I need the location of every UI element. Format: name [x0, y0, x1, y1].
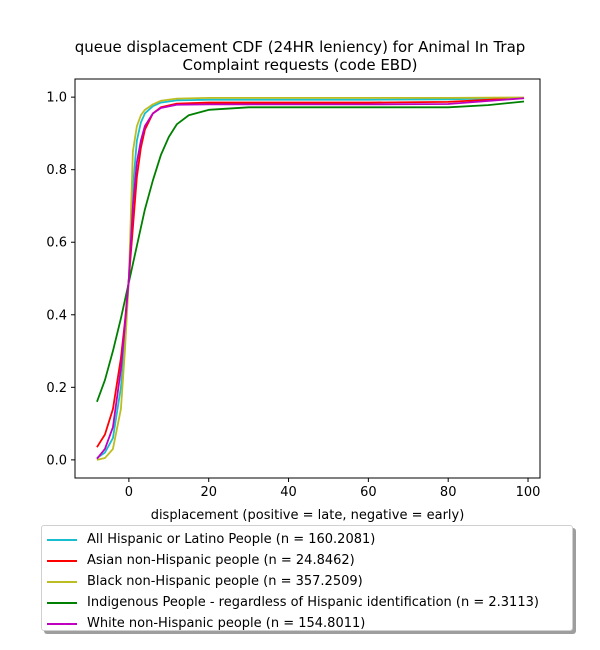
- x-tick-label: 40: [280, 485, 297, 500]
- y-tick-label: 0.0: [46, 453, 67, 468]
- legend-swatch: [47, 622, 77, 625]
- legend-item: Asian non-Hispanic people (n = 24.8462): [42, 550, 572, 571]
- series-line-1: [96, 96, 525, 459]
- series-line-4: [96, 100, 525, 403]
- y-tick-label: 0.4: [46, 308, 67, 323]
- series-line-5: [96, 97, 525, 460]
- chart-title-line-2: Complaint requests (code EBD): [182, 56, 418, 74]
- x-tick-label: 60: [360, 485, 377, 500]
- legend-label: Asian non-Hispanic people (n = 24.8462): [87, 553, 355, 568]
- x-tick-label: 20: [200, 485, 217, 500]
- y-tick-label: 0.2: [46, 381, 67, 396]
- x-tick-label: 0: [125, 485, 133, 500]
- legend-swatch: [47, 538, 77, 541]
- legend-swatch: [47, 580, 77, 583]
- x-tick-label: 80: [440, 485, 457, 500]
- legend-swatch: [47, 559, 77, 562]
- legend-label: All Hispanic or Latino People (n = 160.2…: [87, 532, 376, 547]
- chart-title-line-1: queue displacement CDF (24HR leniency) f…: [74, 38, 526, 56]
- x-axis-label: displacement (positive = late, negative …: [151, 508, 465, 523]
- legend-item: Indigenous People - regardless of Hispan…: [42, 592, 572, 613]
- legend-label: Indigenous People - regardless of Hispan…: [87, 595, 539, 610]
- chart-legend: All Hispanic or Latino People (n = 160.2…: [41, 525, 573, 631]
- legend-item: All Hispanic or Latino People (n = 160.2…: [42, 529, 572, 550]
- x-tick-label: 100: [516, 485, 541, 500]
- legend-item: Black non-Hispanic people (n = 357.2509): [42, 571, 572, 592]
- legend-swatch: [47, 601, 77, 604]
- legend-label: Black non-Hispanic people (n = 357.2509): [87, 574, 363, 589]
- y-tick-label: 0.8: [46, 163, 67, 178]
- plot-frame: [74, 78, 541, 479]
- y-tick-label: 0.6: [46, 236, 67, 251]
- y-tick-label: 1.0: [46, 91, 67, 106]
- series-line-2: [96, 96, 525, 448]
- legend-label: White non-Hispanic people (n = 154.8011): [87, 616, 366, 631]
- series-line-3: [96, 96, 525, 461]
- legend-item: White non-Hispanic people (n = 154.8011): [42, 613, 572, 634]
